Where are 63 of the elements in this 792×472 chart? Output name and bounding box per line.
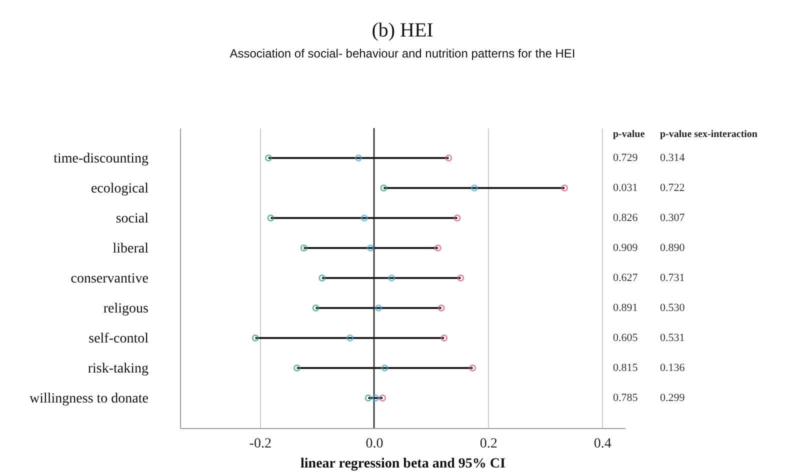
point — [561, 184, 568, 192]
point — [355, 154, 362, 162]
annotation: 0.031 — [613, 182, 638, 194]
point — [381, 364, 388, 372]
point — [445, 154, 452, 162]
point — [434, 244, 442, 252]
y-tick-label: self-contol — [88, 332, 149, 346]
text: 0.299 — [660, 392, 686, 404]
chart-subtitle: Association of social- behaviour and nutrition patterns for the HEI — [230, 46, 576, 60]
y-tick-label: willingness to donate — [30, 392, 148, 406]
text: 0.136 — [660, 362, 686, 374]
annotation: 0.627 — [613, 272, 638, 284]
annotation: 0.909 — [613, 242, 638, 254]
point — [388, 274, 396, 282]
chart-title: (b) HEI — [372, 19, 434, 42]
point — [360, 214, 368, 222]
text: 0.890 — [660, 242, 686, 254]
point — [380, 184, 388, 192]
y-tick-label: religous — [103, 302, 148, 316]
annotation: 0.815 — [613, 362, 638, 374]
y-tick-label: social — [116, 212, 149, 226]
point — [318, 274, 326, 282]
annotation: 0.605 — [613, 332, 638, 344]
text: 0.530 — [660, 302, 686, 314]
text: 0.307 — [660, 212, 686, 224]
x-tick-label: 0.4 — [594, 436, 612, 452]
point — [364, 394, 372, 402]
annotation: 0.785 — [613, 392, 638, 404]
point — [375, 304, 382, 312]
point — [267, 214, 274, 222]
point — [293, 364, 300, 372]
text: 0.722 — [660, 182, 685, 194]
y-tick-label: ecological — [90, 182, 149, 196]
point — [438, 304, 445, 312]
text: 0.731 — [660, 272, 685, 284]
y-tick-label: liberal — [112, 242, 149, 256]
annotation: p-value — [613, 129, 646, 140]
text: 0.314 — [660, 152, 686, 164]
annotation: 0.891 — [613, 302, 638, 314]
x-axis-title: linear regression beta and 95% CI — [300, 456, 506, 472]
annotation: 0.729 — [613, 152, 638, 164]
point — [346, 334, 354, 342]
text: p-value sex-interaction — [660, 129, 758, 140]
point — [440, 334, 448, 342]
point — [372, 394, 380, 402]
point — [469, 364, 476, 372]
text: 0.531 — [660, 332, 685, 344]
x-tick-label: -0.2 — [249, 436, 272, 452]
x-tick-label: 0.0 — [366, 436, 384, 452]
point — [454, 214, 461, 222]
point — [312, 304, 320, 312]
y-tick-label: risk-taking — [88, 362, 148, 376]
point — [457, 274, 464, 282]
y-tick-label: time-discounting — [54, 152, 148, 166]
point — [264, 154, 272, 162]
point — [252, 334, 259, 342]
point — [300, 244, 308, 252]
x-tick-label: 0.2 — [480, 436, 498, 452]
point — [470, 184, 478, 192]
annotation: 0.826 — [613, 212, 638, 224]
point — [379, 394, 386, 402]
y-tick-label: conservantive — [70, 272, 148, 286]
point — [367, 244, 374, 252]
